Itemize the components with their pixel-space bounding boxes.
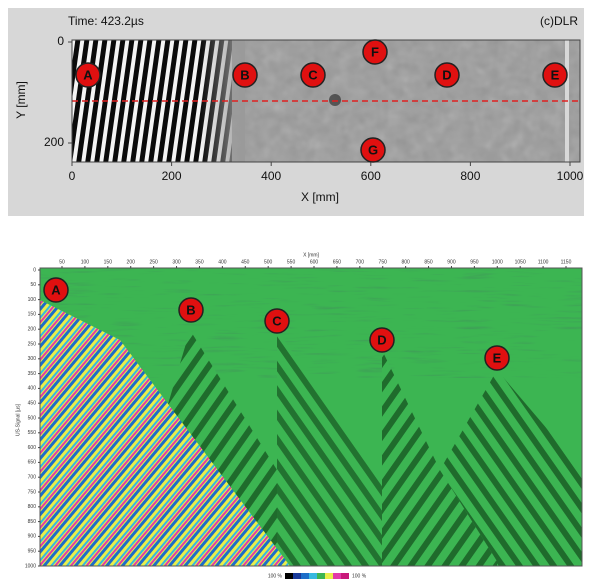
- y-tick-label: 0: [33, 267, 36, 273]
- y-tick-label: 200: [28, 327, 37, 333]
- marker-label: C: [308, 67, 318, 82]
- x-tick-label: 350: [195, 259, 204, 265]
- marker-label: A: [83, 67, 93, 82]
- x-tick-label: 400: [218, 259, 227, 265]
- y-tick-label: 50: [30, 282, 36, 288]
- top-image: [72, 40, 580, 162]
- x-tick-label: 650: [333, 259, 342, 265]
- x-tick-label: 1000: [492, 259, 503, 265]
- y-tick-label: 450: [28, 401, 37, 407]
- marker-label: D: [442, 67, 451, 82]
- x-tick-label: 400: [261, 169, 281, 183]
- page: {"top_panel": {"time_label": "Time: 423.…: [0, 0, 597, 585]
- y-tick-label: 900: [28, 534, 37, 540]
- colorbar-label: 100 %: [352, 573, 367, 579]
- marker-label: A: [51, 282, 61, 297]
- x-tick-label: 600: [361, 169, 381, 183]
- bottom-image: [40, 268, 582, 566]
- x-tick-label: 550: [287, 259, 296, 265]
- y-axis-label: Y [mm]: [14, 81, 28, 119]
- copyright: (c)DLR: [540, 14, 578, 28]
- y-tick-label: 300: [28, 356, 37, 362]
- y-tick-label: 100: [28, 297, 37, 303]
- x-tick-label: 1000: [557, 169, 584, 183]
- x-tick-label: 250: [149, 259, 158, 265]
- y-tick-label: 600: [28, 445, 37, 451]
- marker-label: G: [368, 142, 378, 157]
- x-tick-label: 100: [81, 259, 90, 265]
- y-axis-label: US-Signal [µs]: [15, 403, 21, 436]
- y-tick-label: 750: [28, 489, 37, 495]
- x-tick-label: 750: [379, 259, 388, 265]
- marker-label: B: [240, 67, 249, 82]
- x-tick-label: 1050: [515, 259, 526, 265]
- x-tick-label: 0: [69, 169, 76, 183]
- marker-label: E: [551, 67, 560, 82]
- x-axis-label: X [mm]: [301, 190, 339, 204]
- y-tick-label: 800: [28, 504, 37, 510]
- marker-label: E: [493, 350, 502, 365]
- y-tick-label: 150: [28, 312, 37, 318]
- x-tick-label: 800: [401, 259, 410, 265]
- x-tick-label: 900: [447, 259, 456, 265]
- y-tick-label: 650: [28, 460, 37, 466]
- y-tick-label: 500: [28, 415, 37, 421]
- x-tick-label: 500: [264, 259, 273, 265]
- x-tick-label: 1100: [538, 259, 549, 265]
- marker-label: C: [272, 313, 282, 328]
- x-tick-label: 200: [127, 259, 136, 265]
- x-tick-label: 700: [356, 259, 365, 265]
- x-tick-label: 600: [310, 259, 319, 265]
- y-tick-label: 350: [28, 371, 37, 377]
- y-tick-label: 250: [28, 341, 37, 347]
- y-tick-label: 700: [28, 475, 37, 481]
- x-tick-label: 300: [172, 259, 181, 265]
- y-tick-label: 950: [28, 549, 37, 555]
- x-tick-label: 850: [424, 259, 433, 265]
- marker-label: F: [371, 44, 379, 59]
- x-tick-label: 950: [470, 259, 479, 265]
- figure: Time: 423.2µs (c)DLR Y [mm] X [mm] X [mm…: [0, 0, 597, 585]
- x-tick-label: 450: [241, 259, 250, 265]
- y-tick-label: 550: [28, 430, 37, 436]
- x-tick-label: 150: [104, 259, 113, 265]
- colorbar-label: 100 %: [268, 573, 283, 579]
- y-tick-label: 1000: [25, 563, 36, 569]
- y-tick-label: 0: [57, 34, 64, 48]
- time-label: Time: 423.2µs: [68, 14, 144, 28]
- y-tick-label: 850: [28, 519, 37, 525]
- x-tick-label: 1150: [561, 259, 572, 265]
- x-tick-label: 200: [162, 169, 182, 183]
- x-axis-label: X [mm]: [303, 252, 319, 258]
- x-tick-label: 800: [460, 169, 480, 183]
- x-tick-label: 50: [59, 259, 65, 265]
- marker-label: D: [377, 332, 386, 347]
- colorbar: [285, 573, 349, 579]
- y-tick-label: 200: [44, 135, 64, 149]
- marker-label: B: [186, 302, 195, 317]
- y-tick-label: 400: [28, 386, 37, 392]
